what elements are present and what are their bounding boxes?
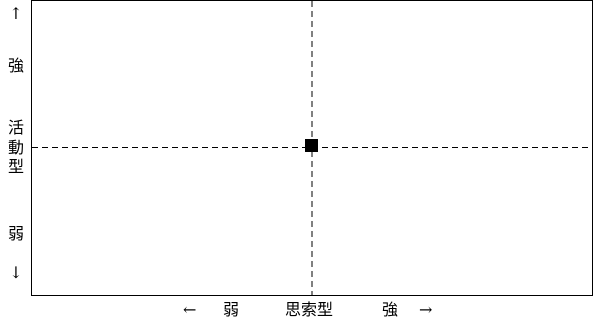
- diagram-frame: [31, 0, 593, 296]
- y-axis-weak-label: 弱: [7, 224, 24, 243]
- x-axis-weak-label: 弱: [223, 300, 240, 319]
- x-axis-right-arrow: →: [419, 300, 433, 319]
- y-axis-title-char-3: 型: [7, 157, 24, 176]
- y-axis-up-arrow: ↑: [9, 4, 23, 23]
- x-axis-strong-label: 強: [382, 300, 399, 319]
- y-axis-title-char-2: 動: [7, 138, 24, 157]
- y-axis-down-arrow: ↓: [9, 263, 23, 282]
- center-marker: [305, 139, 318, 152]
- x-axis-left-arrow: ←: [183, 300, 197, 319]
- x-axis-title: 思索型: [285, 300, 334, 319]
- y-axis-strong-label: 強: [7, 56, 24, 75]
- y-axis-title-char-1: 活: [7, 118, 24, 137]
